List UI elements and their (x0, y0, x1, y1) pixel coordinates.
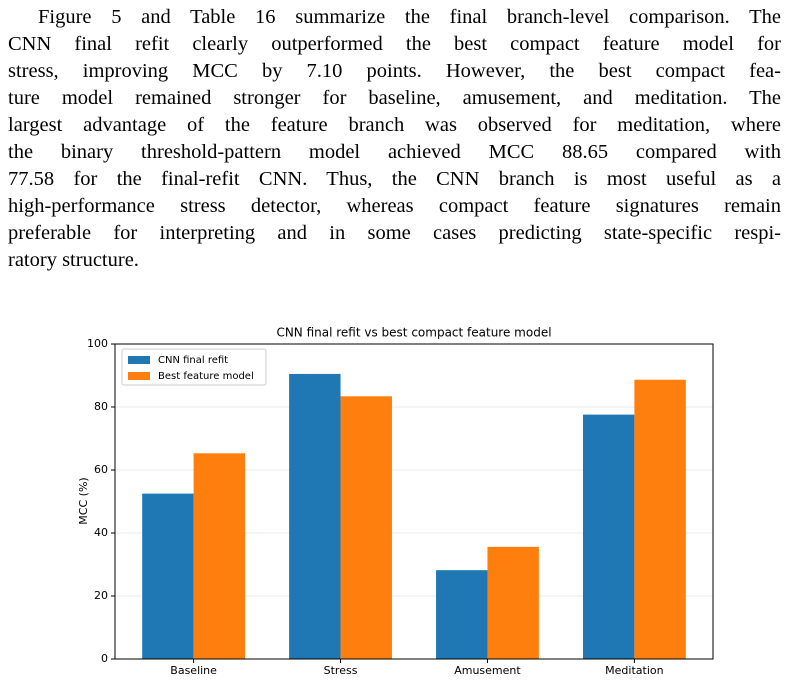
chart-title: CNN final refit vs best compact feature … (276, 326, 551, 340)
text-line: 77.58 for the final-refit CNN. Thus, the… (8, 168, 781, 190)
legend-label: CNN final refit (158, 355, 228, 366)
y-tick-label: 100 (87, 337, 108, 350)
y-tick-label: 20 (94, 589, 108, 602)
text-line: CNN final refit clearly outperformed the… (8, 33, 781, 55)
text-line: ture model remained stronger for baselin… (8, 87, 781, 109)
text-line: preferable for interpreting and in some … (8, 222, 781, 244)
bar (340, 396, 392, 659)
legend-label: Best feature model (158, 371, 254, 382)
y-tick-label: 60 (94, 463, 108, 476)
text-line: stress, improving MCC by 7.10 points. Ho… (8, 60, 781, 82)
text-line: Figure 5 and Table 16 summarize the fina… (38, 6, 781, 28)
legend-swatch (128, 356, 150, 364)
bar (142, 493, 194, 659)
bar (582, 414, 635, 659)
x-tick-label: Meditation (605, 664, 663, 677)
x-tick-label: Stress (324, 664, 358, 677)
legend-box (121, 348, 267, 386)
bar (487, 546, 539, 659)
text-line: the binary threshold-pattern model achie… (8, 141, 781, 163)
plot-frame (114, 343, 714, 660)
x-tick-label: Baseline (170, 664, 217, 677)
bar (634, 379, 686, 659)
x-tick-label: Amusement (454, 664, 521, 677)
bar (436, 570, 488, 659)
legend-swatch (128, 372, 150, 380)
text-line: largest advantage of the feature branch … (8, 114, 781, 136)
text-line: ratory structure. (8, 249, 139, 271)
bar (193, 453, 246, 659)
y-tick-label: 0 (101, 652, 108, 665)
y-tick-label: 80 (94, 400, 108, 413)
text-line: high-performance stress detector, wherea… (8, 195, 781, 217)
y-axis-label: MCC (%) (77, 477, 90, 524)
bar (289, 373, 341, 659)
paragraph: Figure 5 and Table 16 summarize the fina… (8, 4, 781, 274)
y-tick-label: 40 (94, 526, 108, 539)
